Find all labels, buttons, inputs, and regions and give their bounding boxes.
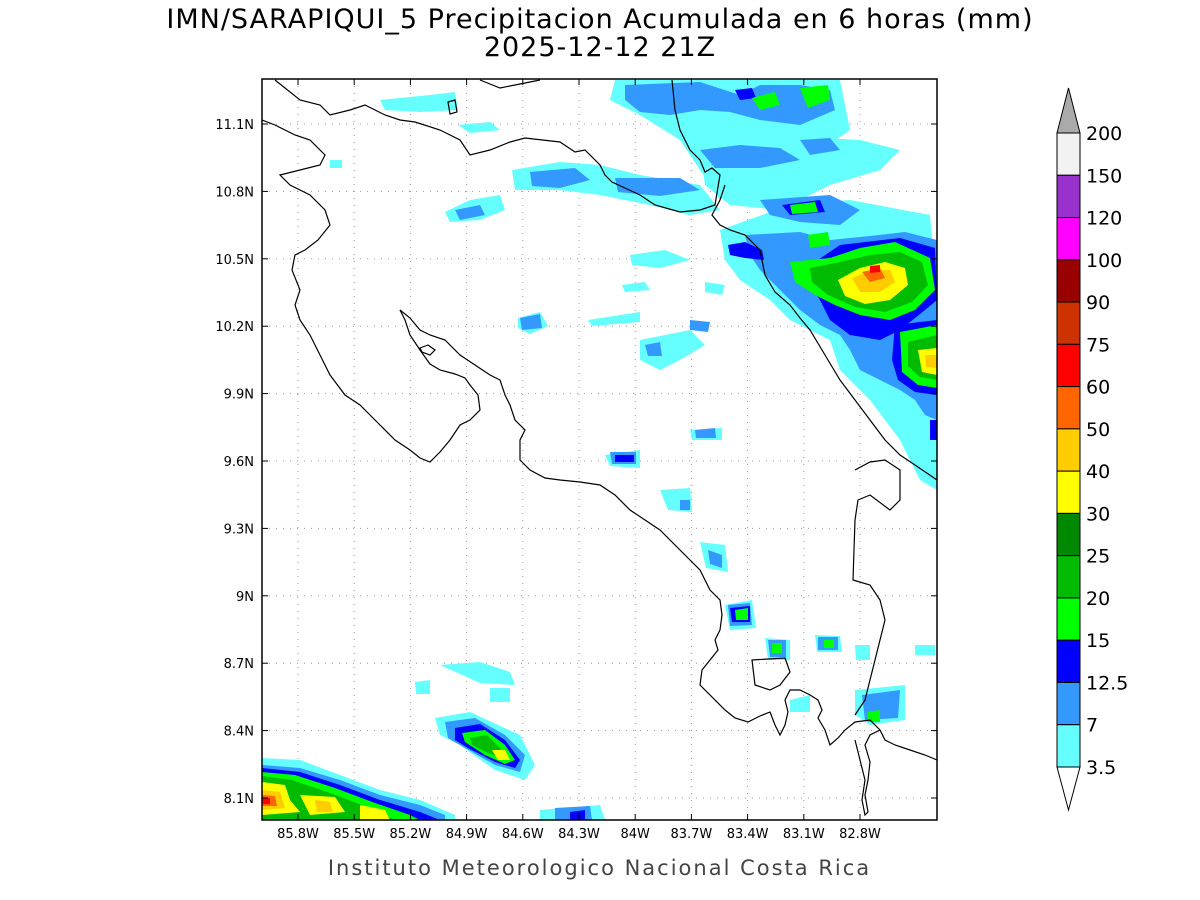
lon-tick-label: 85.8W bbox=[277, 827, 319, 842]
colorbar-swatch bbox=[1056, 343, 1081, 388]
colorbar-label: 20 bbox=[1086, 588, 1110, 610]
colorbar-label: 12.5 bbox=[1086, 672, 1128, 694]
colorbar-label: 90 bbox=[1086, 292, 1110, 314]
lon-tick-label: 85.5W bbox=[333, 827, 375, 842]
colorbar-label: 75 bbox=[1086, 334, 1110, 356]
colorbar-over-triangle bbox=[1056, 87, 1081, 134]
lat-tick-label: 8.4N bbox=[224, 725, 254, 740]
colorbar-label: 15 bbox=[1086, 630, 1110, 652]
colorbar-swatch bbox=[1056, 470, 1081, 514]
lon-tick-label: 82.8W bbox=[839, 827, 881, 842]
lat-tick-label: 8.1N bbox=[224, 792, 254, 807]
colorbar-label: 60 bbox=[1086, 377, 1110, 399]
colorbar-swatch bbox=[1056, 639, 1081, 683]
coastline-borders bbox=[262, 79, 937, 817]
colorbar-swatch bbox=[1056, 132, 1081, 176]
latitude-axis: 11.1N 10.8N 10.5N 10.2N 9.9N 9.6N 9.3N 9N 8.7N 8.… bbox=[215, 118, 937, 807]
lat-tick-label: 10.2N bbox=[215, 320, 254, 335]
colorbar-label: 7 bbox=[1086, 715, 1098, 737]
colorbar-swatch bbox=[1056, 428, 1081, 472]
lon-tick-label: 83.1W bbox=[783, 827, 825, 842]
lat-tick-label: 10.8N bbox=[215, 185, 254, 200]
lon-tick-label: 84.9W bbox=[446, 827, 488, 842]
lon-tick-label: 84W bbox=[620, 827, 650, 842]
lat-tick-label: 8.7N bbox=[224, 657, 254, 672]
colorbar-swatch bbox=[1056, 724, 1081, 768]
colorbar-label: 25 bbox=[1086, 546, 1110, 568]
precipitation-field bbox=[262, 80, 937, 820]
colorbar-label: 150 bbox=[1086, 165, 1122, 187]
lon-tick-label: 84.6W bbox=[502, 827, 544, 842]
lat-tick-label: 11.1N bbox=[215, 118, 254, 133]
lon-tick-label: 85.2W bbox=[389, 827, 431, 842]
lon-tick-label: 84.3W bbox=[558, 827, 600, 842]
colorbar-label: 100 bbox=[1086, 250, 1122, 272]
footer-credit: Instituto Meteorologico Nacional Costa R… bbox=[327, 856, 872, 880]
lat-tick-label: 9.6N bbox=[224, 455, 254, 470]
lon-tick-label: 83.4W bbox=[727, 827, 769, 842]
chart-datetime: 2025-12-12 21Z bbox=[483, 32, 717, 63]
colorbar-swatch bbox=[1056, 174, 1081, 219]
colorbar-swatch bbox=[1056, 259, 1081, 303]
colorbar-label: 200 bbox=[1086, 123, 1122, 145]
chart-title: IMN/SARAPIQUI_5 Precipitacion Acumulada … bbox=[166, 4, 1034, 35]
colorbar-swatch bbox=[1056, 301, 1081, 345]
colorbar-swatch bbox=[1056, 512, 1081, 557]
colorbar-label: 120 bbox=[1086, 208, 1122, 230]
lat-tick-label: 10.5N bbox=[215, 253, 254, 268]
colorbar-swatch bbox=[1056, 681, 1081, 726]
lat-tick-label: 9N bbox=[236, 590, 254, 605]
colorbar-label: 50 bbox=[1086, 419, 1110, 441]
colorbar-under-triangle bbox=[1056, 766, 1081, 812]
lat-tick-label: 9.9N bbox=[224, 388, 254, 403]
lat-tick-label: 9.3N bbox=[224, 522, 254, 537]
colorbar-swatch bbox=[1056, 217, 1081, 261]
colorbar-label: 40 bbox=[1086, 461, 1110, 483]
longitude-axis: 85.8W 85.5W 85.2W 84.9W 84.6W 84.3W 84W 83.7W 83… bbox=[277, 79, 881, 842]
colorbar-swatch bbox=[1056, 597, 1081, 641]
colorbar-legend: 200 150 120 100 90 75 60 50 40 30 25 20 15 12.5 7 3.5 bbox=[1056, 87, 1128, 812]
colorbar-swatch bbox=[1056, 386, 1081, 430]
colorbar-swatch bbox=[1056, 555, 1081, 599]
map-frame bbox=[261, 78, 938, 821]
lon-tick-label: 83.7W bbox=[670, 827, 712, 842]
colorbar-label: 3.5 bbox=[1086, 757, 1116, 779]
colorbar-label: 30 bbox=[1086, 503, 1110, 525]
